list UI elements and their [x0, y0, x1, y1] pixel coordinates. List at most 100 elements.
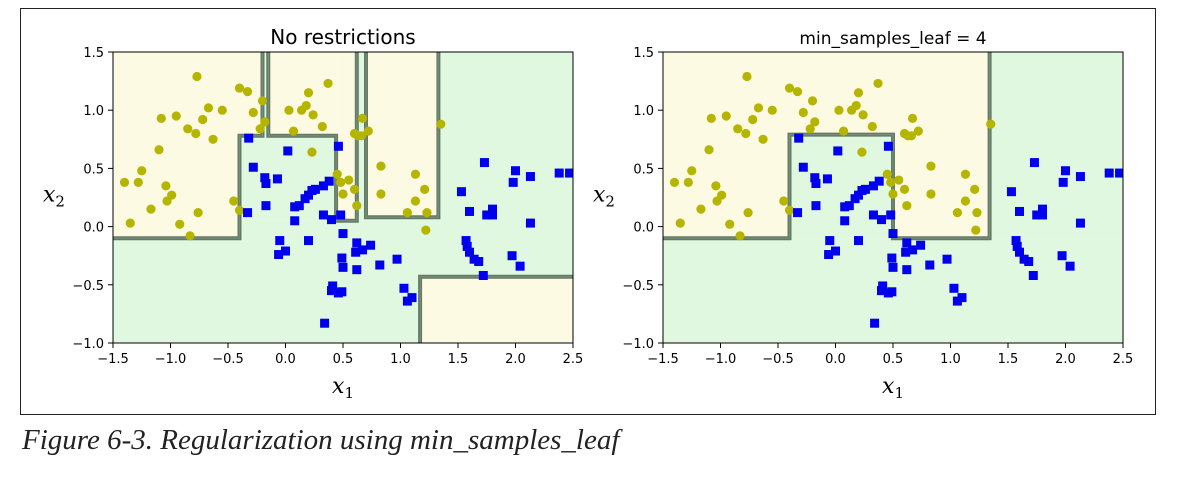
data-point-class-1 [478, 270, 488, 280]
data-point-class-1 [318, 210, 328, 220]
data-point-class-1 [1011, 236, 1021, 246]
data-point-class-1 [1019, 254, 1029, 264]
data-point-class-1 [831, 246, 840, 256]
data-point-class-1 [320, 318, 330, 328]
data-point-class-0 [125, 218, 135, 228]
x-tick-label: 0.5 [883, 352, 904, 367]
data-point-class-1 [474, 257, 484, 267]
y-tick-label: 1.5 [83, 46, 104, 61]
data-point-class-1 [336, 210, 346, 220]
data-point-class-1 [324, 176, 334, 186]
data-point-class-0 [357, 113, 368, 123]
data-point-class-1 [248, 162, 258, 172]
data-point-class-1 [916, 240, 926, 250]
decision-region-class-1 [262, 52, 269, 136]
data-point-class-1 [281, 246, 290, 256]
data-point-class-1 [883, 141, 893, 151]
data-point-class-1 [854, 190, 863, 200]
data-point-class-1 [925, 260, 935, 270]
data-point-class-0 [784, 205, 795, 215]
data-point-class-1 [244, 133, 254, 143]
data-point-class-1 [456, 187, 466, 197]
data-point-class-1 [1061, 166, 1070, 176]
data-point-class-1 [811, 201, 821, 211]
data-point-class-0 [913, 126, 923, 136]
data-point-class-1 [508, 177, 518, 187]
data-point-class-1 [290, 216, 300, 226]
data-point-class-1 [1038, 204, 1047, 214]
decision-region-class-1 [113, 238, 240, 343]
data-point-class-0 [857, 147, 867, 157]
data-point-class-0 [234, 205, 245, 215]
data-point-class-1 [465, 247, 474, 257]
data-point-class-0 [167, 190, 177, 200]
y-axis-label: x2 [593, 183, 615, 211]
data-point-class-0 [234, 83, 245, 93]
data-point-class-1 [870, 318, 880, 328]
data-point-class-1 [352, 265, 362, 275]
plot-area [113, 52, 573, 343]
data-point-class-1 [952, 296, 962, 306]
data-point-class-0 [748, 114, 758, 125]
y-tick-label: −0.5 [622, 279, 654, 294]
chart-panel-1: −1.5 −1.0 −0.5 0.0 0.5 1.0 1.5 2.0 2.5−1.0−0.50.… [43, 25, 583, 402]
x-tick-label: 2.5 [563, 352, 584, 367]
data-point-class-1 [327, 215, 336, 225]
data-point-class-0 [838, 126, 849, 136]
data-point-class-1 [1029, 158, 1039, 168]
data-point-class-0 [971, 225, 981, 235]
data-point-class-1 [888, 262, 898, 272]
data-point-class-1 [327, 286, 336, 296]
data-point-class-0 [792, 86, 803, 97]
data-point-class-0 [706, 113, 716, 123]
data-point-class-0 [376, 161, 386, 171]
data-point-class-0 [717, 190, 727, 200]
data-point-class-0 [349, 184, 360, 194]
data-point-class-1 [260, 173, 270, 183]
x-tick-label: −1.5 [97, 352, 129, 367]
data-point-class-0 [926, 189, 936, 199]
x-axis-label-subscript: 1 [344, 384, 354, 402]
data-point-class-0 [960, 196, 971, 206]
data-point-class-1 [902, 238, 912, 248]
data-point-class-0 [902, 201, 912, 211]
data-point-class-0 [960, 169, 971, 179]
data-point-class-0 [161, 181, 171, 191]
data-point-class-0 [376, 189, 386, 199]
data-point-class-0 [436, 119, 446, 129]
data-point-class-1 [877, 215, 886, 225]
data-point-class-1 [1006, 187, 1016, 197]
data-point-class-1 [874, 176, 884, 186]
data-point-class-1 [1015, 206, 1024, 216]
x-tick-label: −0.5 [762, 352, 794, 367]
data-point-class-1 [886, 210, 896, 220]
data-point-class-1 [798, 162, 808, 172]
y-tick-label: −1.0 [72, 337, 104, 352]
data-point-class-1 [283, 146, 293, 156]
data-point-class-0 [260, 117, 270, 127]
data-point-class-0 [344, 175, 354, 185]
data-point-class-0 [363, 126, 373, 136]
data-point-class-0 [137, 166, 147, 176]
data-point-class-1 [525, 218, 535, 228]
data-point-class-1 [902, 265, 912, 275]
data-point-class-1 [358, 245, 368, 255]
data-point-class-1 [338, 262, 348, 272]
x-tick-label: 2.0 [505, 352, 526, 367]
data-point-class-1 [1024, 257, 1034, 267]
y-axis-label-main: x [43, 183, 56, 208]
data-point-class-1 [878, 281, 888, 291]
data-point-class-1 [1032, 210, 1042, 220]
data-point-class-0 [926, 161, 936, 171]
data-point-class-1 [488, 210, 497, 220]
data-point-class-0 [888, 189, 898, 199]
x-tick-label: 1.0 [390, 352, 411, 367]
data-point-class-0 [154, 145, 164, 155]
data-point-class-0 [767, 105, 777, 115]
data-point-class-0 [867, 121, 877, 132]
data-point-class-0 [899, 184, 910, 194]
data-point-class-0 [721, 111, 731, 121]
data-point-class-1 [565, 168, 573, 178]
decision-region-class-1 [989, 52, 1123, 239]
data-point-class-0 [317, 121, 327, 132]
